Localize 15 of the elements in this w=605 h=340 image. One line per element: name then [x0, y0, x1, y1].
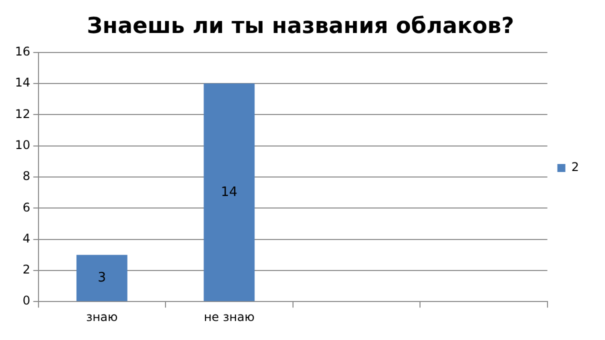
y-tick-label: 12: [14, 106, 30, 121]
y-tick-label: 4: [22, 231, 30, 246]
y-tick-label: 16: [14, 44, 30, 59]
x-tick-label: не знаю: [204, 310, 255, 324]
y-tick-label: 10: [14, 138, 30, 152]
data-label: 3: [98, 270, 106, 286]
y-tick-label: 6: [22, 200, 30, 214]
y-tick-label: 0: [22, 294, 30, 308]
y-tick-label: 2: [22, 262, 30, 277]
x-tick-label: знаю: [86, 310, 118, 324]
chart-title: Знаешь ли ты названия облаков?: [86, 14, 514, 39]
y-tick-label: 8: [22, 169, 30, 184]
legend-label: 2: [571, 160, 580, 174]
y-tick-label: 14: [14, 76, 30, 90]
data-label: 14: [220, 184, 238, 200]
